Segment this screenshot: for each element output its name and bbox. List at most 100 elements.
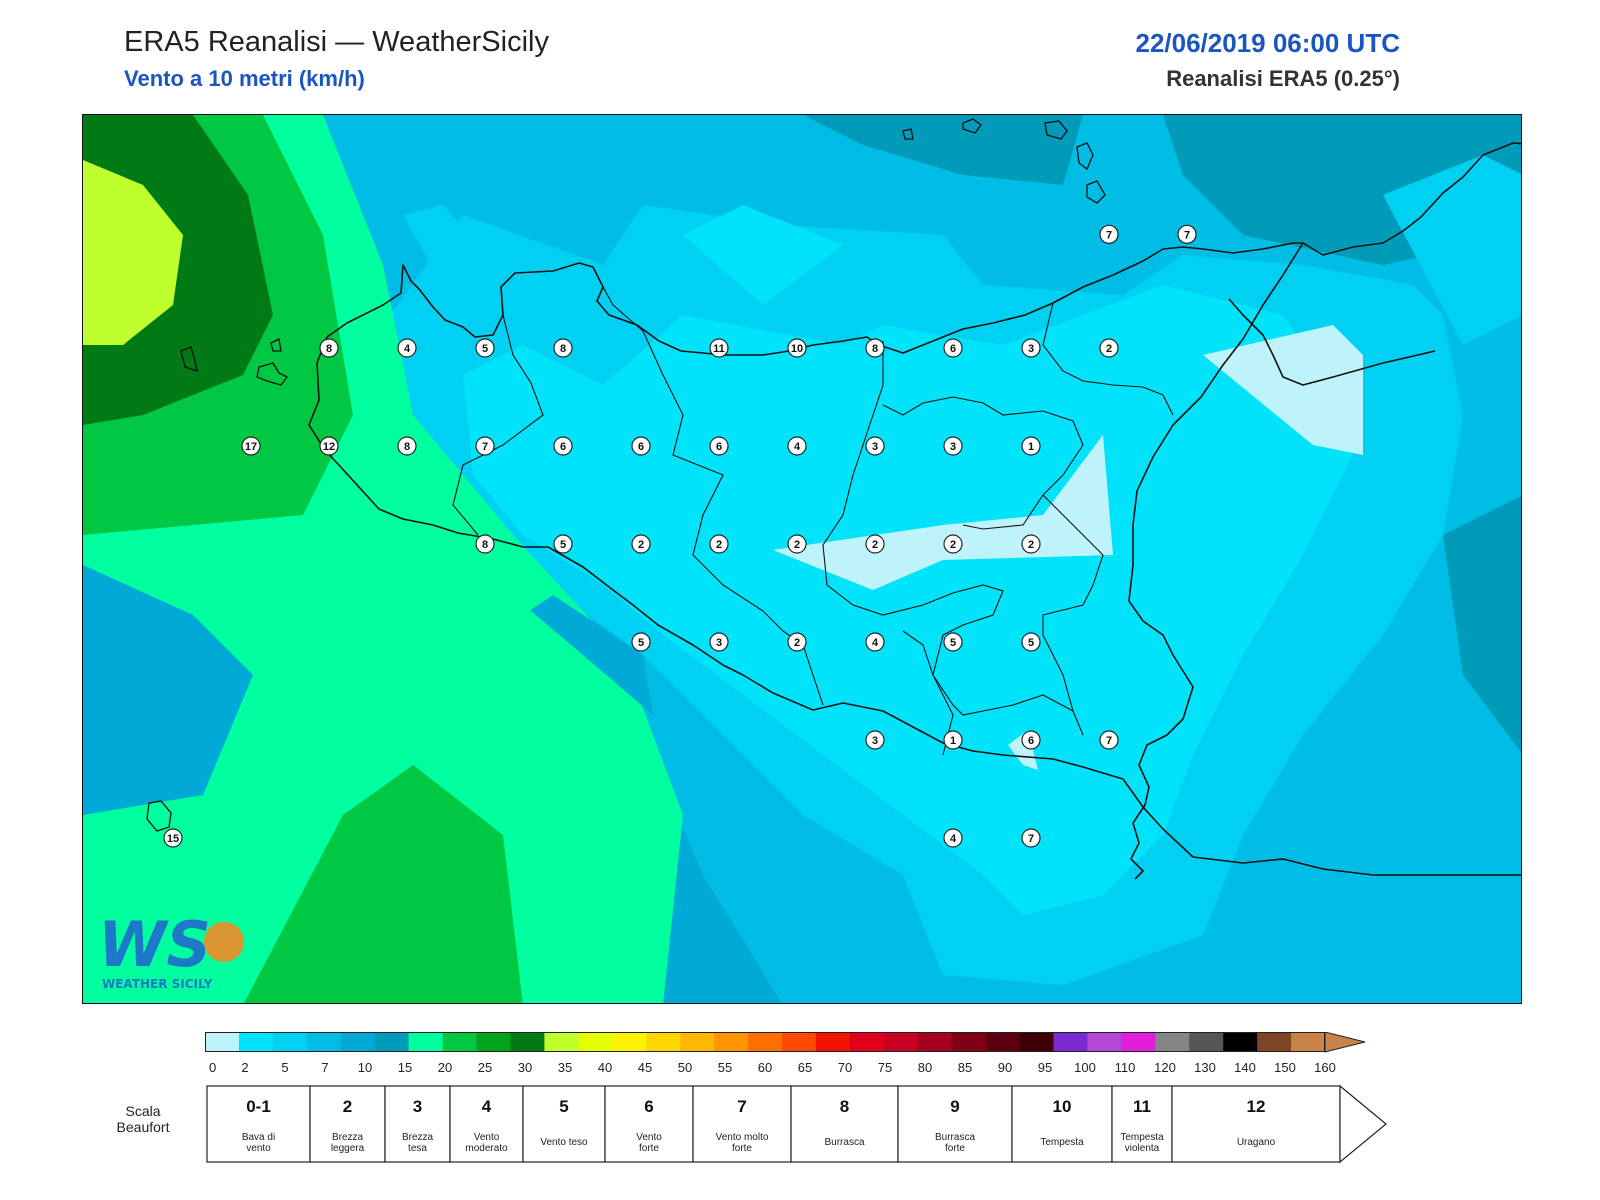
colorbar-segment (612, 1032, 647, 1052)
wind-field-shading (83, 115, 1521, 1003)
station-value: 7 (482, 441, 488, 453)
station-circle (163, 828, 183, 848)
station-marker: 7 (1177, 224, 1197, 244)
station-value: 8 (326, 343, 332, 355)
colorbar-segment (374, 1032, 410, 1052)
station-marker: 6 (943, 338, 963, 358)
station-marker: 6 (1021, 730, 1041, 750)
beaufort-description: forte (945, 1143, 965, 1154)
station-value: 2 (1028, 539, 1034, 551)
station-circle (709, 534, 729, 554)
colorbar-tick: 45 (638, 1060, 652, 1075)
station-value: 3 (872, 735, 878, 747)
station-value: 3 (950, 441, 956, 453)
colorbar-segment (1019, 1032, 1054, 1052)
colorbar-tick: 95 (1038, 1060, 1052, 1075)
colorbar-segment (1121, 1032, 1156, 1052)
colorbar-outline (205, 1032, 1325, 1052)
colorbar-tick: 25 (478, 1060, 492, 1075)
logo-letters: WS (98, 908, 211, 981)
beaufort-box (384, 1085, 451, 1163)
station-circle (865, 534, 885, 554)
station-circle (397, 436, 417, 456)
colorbar-segment (917, 1032, 953, 1052)
station-value: 6 (560, 441, 566, 453)
beaufort-number: 5 (559, 1097, 568, 1116)
beaufort-description: tesa (408, 1143, 427, 1154)
station-value: 2 (872, 539, 878, 551)
beaufort-description: moderato (465, 1143, 508, 1154)
beaufort-description: Burrasca (935, 1132, 975, 1143)
station-value: 2 (950, 539, 956, 551)
colorbar-segment (951, 1032, 987, 1052)
colorbar-segment (272, 1032, 308, 1052)
beaufort-description: Bava di (242, 1132, 275, 1143)
station-value: 5 (1028, 637, 1034, 649)
station-circle (865, 338, 885, 358)
station-value: 7 (1106, 229, 1112, 241)
station-marker: 3 (1021, 338, 1041, 358)
beaufort-description: forte (639, 1143, 659, 1154)
station-circle (553, 436, 573, 456)
station-circle (319, 436, 339, 456)
station-circle (475, 534, 495, 554)
map-subtitle: Vento a 10 metri (km/h) (124, 66, 365, 91)
station-marker: 1 (943, 730, 963, 750)
station-circle (319, 338, 339, 358)
station-value: 2 (794, 539, 800, 551)
station-circle (1021, 436, 1041, 456)
beaufort-number: 11 (1133, 1097, 1151, 1116)
station-circle (709, 632, 729, 652)
colorbar-tick: 40 (598, 1060, 612, 1075)
beaufort-box (790, 1085, 899, 1163)
colorbar-tick: 55 (718, 1060, 732, 1075)
data-source: Reanalisi ERA5 (0.25°) (1166, 66, 1400, 91)
beaufort-box (604, 1085, 694, 1163)
station-value: 4 (794, 441, 801, 453)
station-marker: 5 (943, 632, 963, 652)
station-value: 8 (404, 441, 410, 453)
station-marker: 7 (1099, 730, 1119, 750)
colorbar-segment (408, 1032, 444, 1052)
station-marker: 2 (631, 534, 651, 554)
beaufort-number: 2 (343, 1097, 352, 1116)
station-value: 1 (1028, 441, 1034, 453)
station-marker: 2 (1021, 534, 1041, 554)
colorbar-segment (476, 1032, 511, 1052)
colorbar-tick: 10 (358, 1060, 372, 1075)
station-marker: 6 (553, 436, 573, 456)
colorbar-tick: 120 (1154, 1060, 1176, 1075)
station-marker: 7 (1021, 828, 1041, 848)
beaufort-description: Brezza (402, 1132, 434, 1143)
forecast-datetime: 22/06/2019 06:00 UTC (1135, 28, 1400, 58)
wind-map[interactable]: 7 7 8 4 5 8 11 10 8 6 3 2 17 12 8 7 6 6 6 4 3 3 1 8 5 2 2 2 2 2 2 5 3 2 4 5… (82, 114, 1522, 1004)
colorbar-tick: 30 (518, 1060, 532, 1075)
station-circle (1099, 224, 1119, 244)
station-value: 7 (1106, 735, 1112, 747)
islands (146, 118, 1106, 832)
colorbar-segment (544, 1032, 579, 1052)
station-marker: 2 (1099, 338, 1119, 358)
station-marker: 4 (787, 436, 807, 456)
station-circle (631, 436, 651, 456)
beaufort-box (309, 1085, 386, 1163)
station-marker: 5 (475, 338, 495, 358)
station-value: 7 (1184, 229, 1190, 241)
station-value: 15 (167, 833, 179, 845)
station-value: 1 (950, 735, 956, 747)
colorbar-extend-arrow (1324, 1031, 1366, 1053)
station-value: 6 (638, 441, 644, 453)
station-circle (943, 828, 963, 848)
coastline (308, 142, 1521, 880)
station-value: 6 (950, 343, 956, 355)
beaufort-number: 4 (482, 1097, 492, 1116)
colorbar-segment (1257, 1032, 1292, 1052)
beaufort-description: vento (246, 1143, 271, 1154)
station-marker: 8 (475, 534, 495, 554)
beaufort-number: 0-1 (246, 1097, 271, 1116)
colorbar-segment (849, 1032, 885, 1052)
station-value: 2 (638, 539, 644, 551)
beaufort-description: Burrasca (824, 1137, 864, 1148)
beaufort-number: 8 (840, 1097, 849, 1116)
station-circle (943, 338, 963, 358)
